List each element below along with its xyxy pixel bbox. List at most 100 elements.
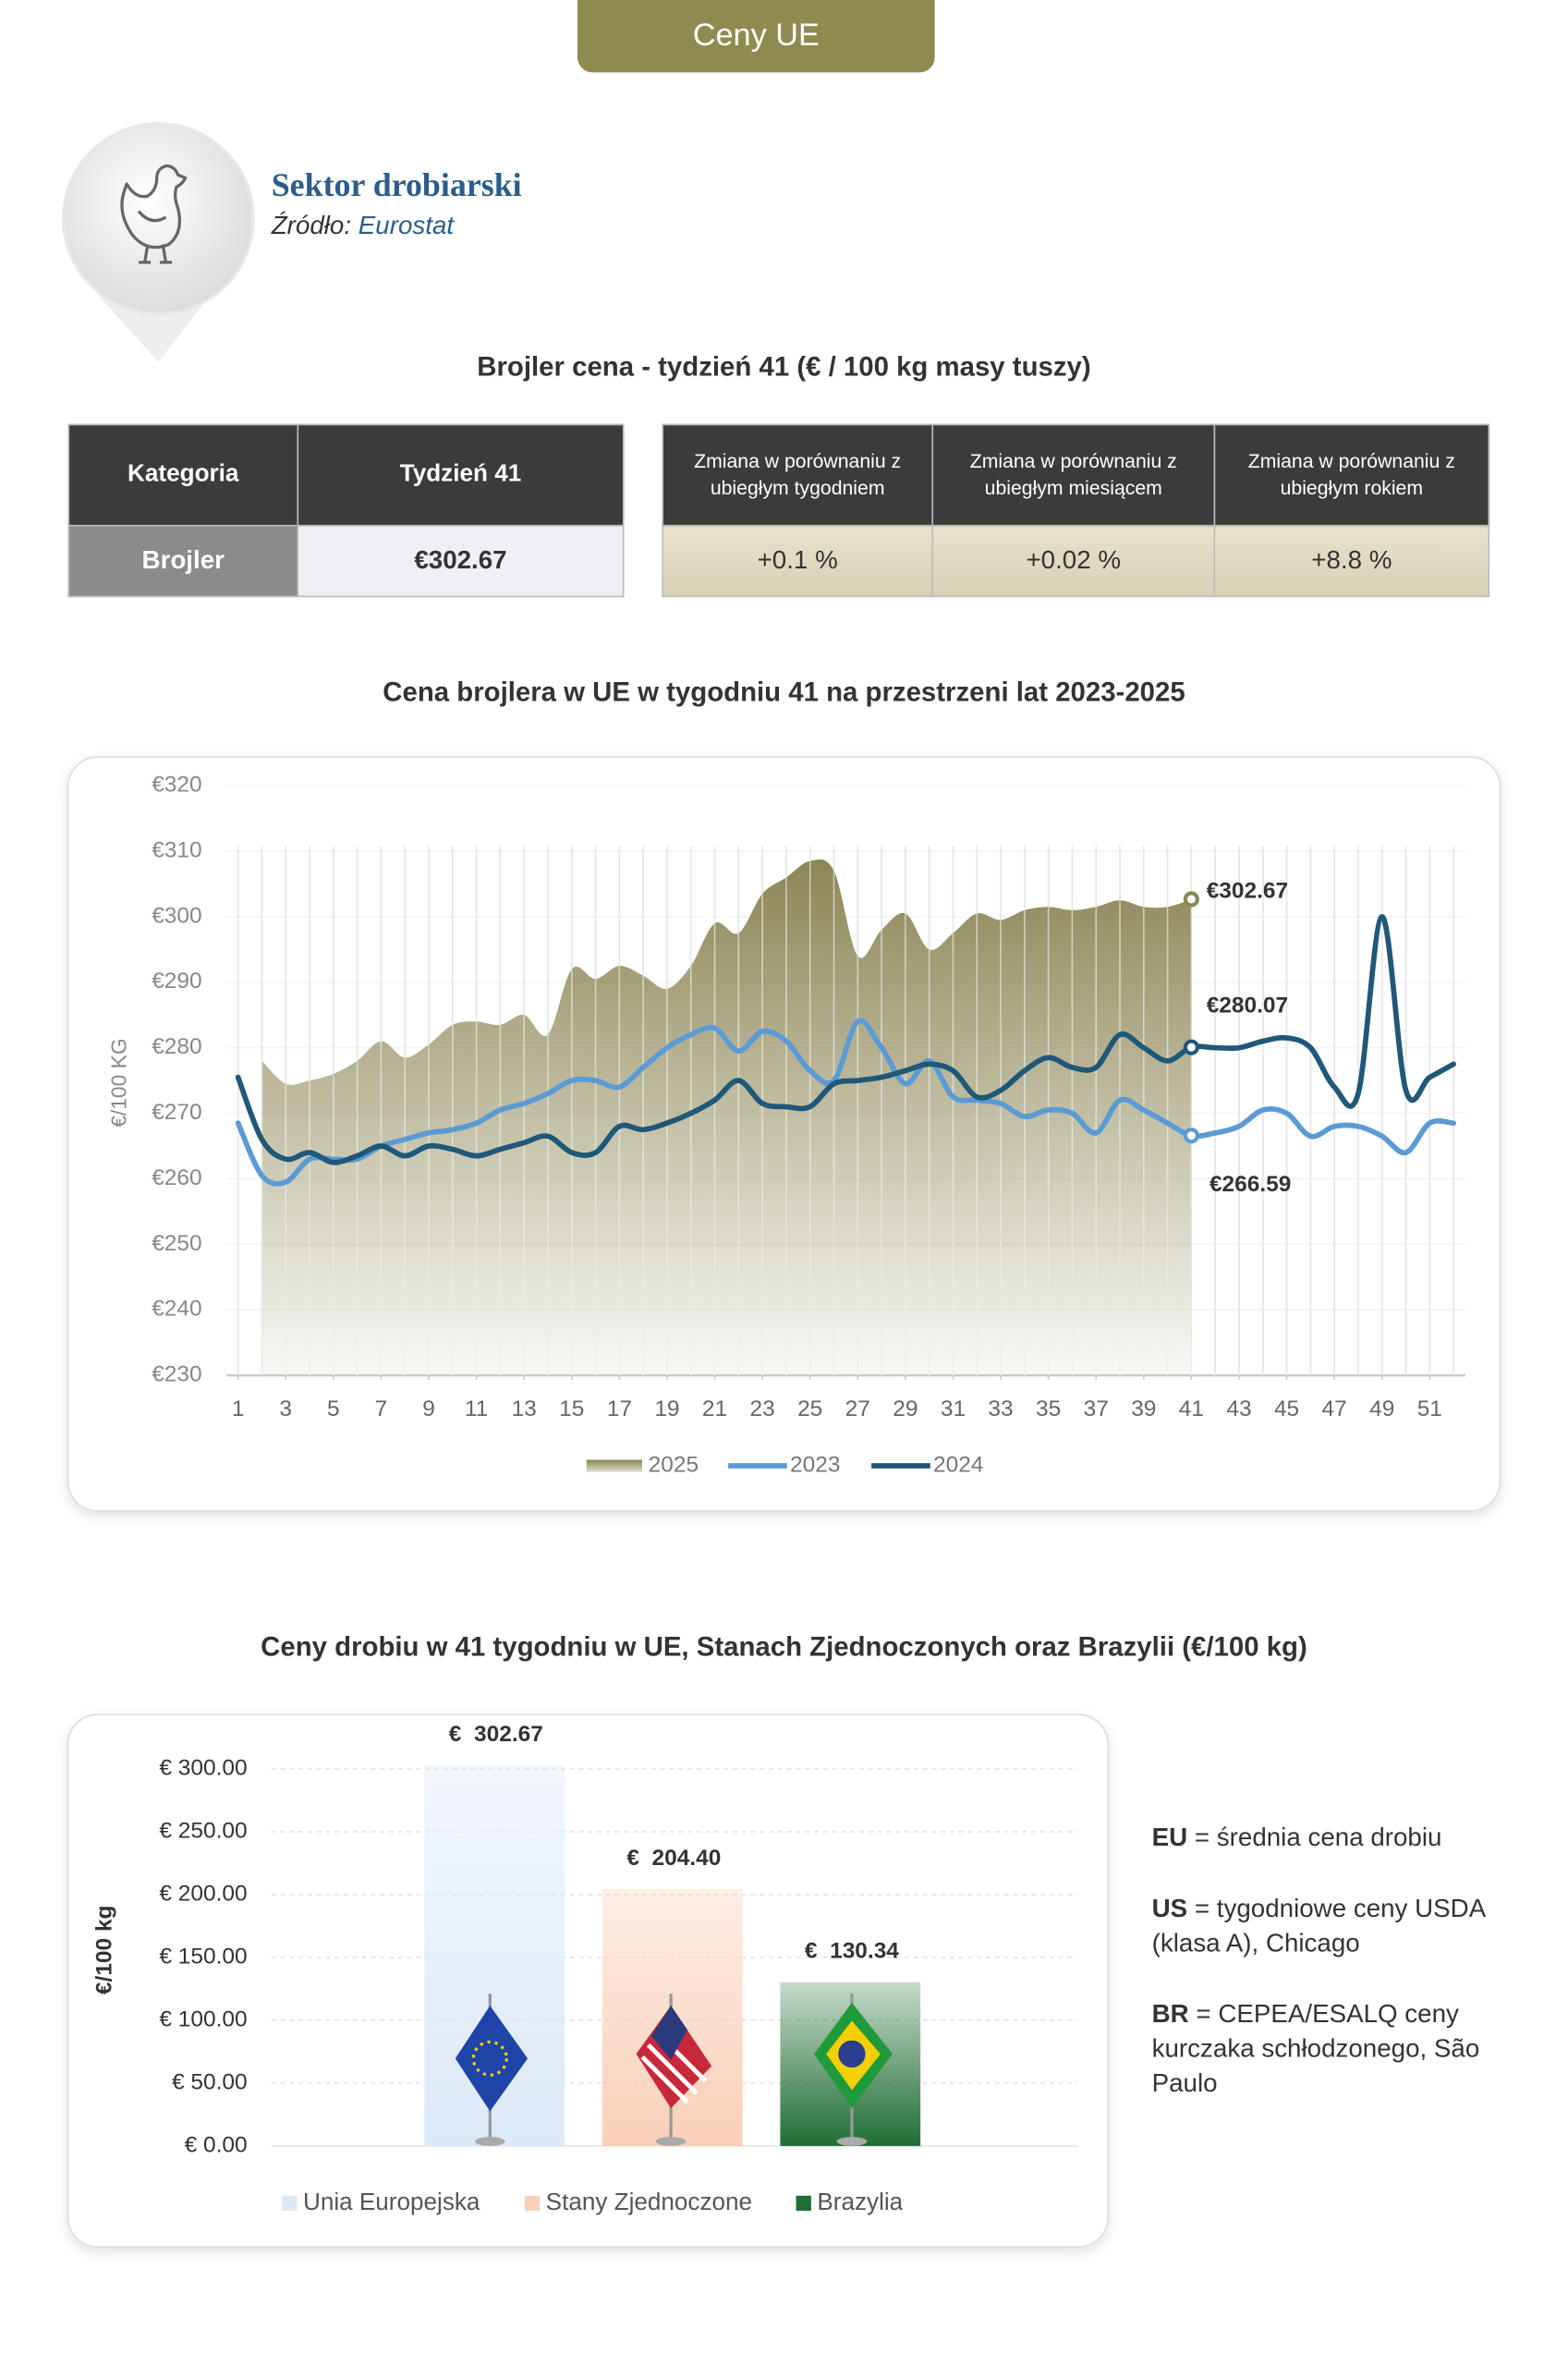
y-tick-label: € 250.00 xyxy=(159,1818,247,1843)
y-tick-label: €320 xyxy=(152,773,201,798)
note-text: = tygodniowe ceny USDA (klasa A), Chicag… xyxy=(1151,1894,1485,1957)
header-cell: Zmiana w porównaniu z ubiegłym rokiem xyxy=(1247,449,1455,500)
chart-box xyxy=(67,1714,1110,2249)
area xyxy=(261,859,1192,1376)
data-label: € 204.40 xyxy=(626,1846,721,1871)
price-cell: €302.67 xyxy=(297,524,625,598)
note: EU = średnia cena drobiu xyxy=(1152,1820,1502,1855)
y-tick-label: €300 xyxy=(152,903,201,928)
notes: EU = średnia cena drobiu US = tygodniowe… xyxy=(1152,1820,1502,2137)
legend-swatch xyxy=(282,2195,298,2212)
note-code: BR xyxy=(1151,1999,1189,2029)
legend-label: Stany Zjednoczone xyxy=(546,2188,752,2215)
note-text: = średnia cena drobiu xyxy=(1194,1823,1442,1852)
change-cell: +0.02 % xyxy=(931,524,1216,598)
header-cell: Zmiana w porównaniu z ubiegłym miesiącem xyxy=(969,449,1177,500)
table-title: Brojler cena - tydzień 41 (€ / 100 kg ma… xyxy=(477,351,1091,382)
x-tick-label: 43 xyxy=(1226,1396,1251,1421)
y-tick-label: € 50.00 xyxy=(172,2069,248,2094)
x-tick-label: 41 xyxy=(1179,1396,1204,1421)
row-label: Brojler xyxy=(67,524,299,598)
data-label: €280.07 xyxy=(1207,994,1288,1018)
data-label: € 130.34 xyxy=(805,1939,899,1964)
y-tick-label: € 200.00 xyxy=(159,1881,247,1906)
x-tick-label: 11 xyxy=(465,1396,488,1421)
point-marker xyxy=(1183,1128,1199,1144)
source: Źródło: Eurostat xyxy=(272,211,454,241)
y-tick-label: €240 xyxy=(152,1297,201,1322)
source-label: Źródło: xyxy=(271,211,352,240)
x-tick-label: 23 xyxy=(749,1396,774,1421)
x-tick-label: 33 xyxy=(988,1396,1013,1421)
change-table: Zmiana w porównaniu z ubiegłym tygodniem… xyxy=(662,423,1490,598)
x-tick-label: 27 xyxy=(845,1396,870,1421)
point-marker xyxy=(1183,1039,1199,1055)
change-cell: +0.1 % xyxy=(662,524,934,598)
line xyxy=(235,914,1456,1165)
y-tick-label: € 0.00 xyxy=(185,2132,248,2157)
x-tick-label: 13 xyxy=(512,1396,537,1421)
y-tick-label: €290 xyxy=(152,969,201,994)
y-tick-label: €250 xyxy=(152,1231,201,1256)
data-label: €266.59 xyxy=(1209,1172,1291,1197)
x-tick-label: 3 xyxy=(279,1396,292,1421)
legend-label: 2025 xyxy=(649,1452,699,1477)
legend-swatch xyxy=(796,2195,811,2212)
x-tick-label: 51 xyxy=(1417,1396,1442,1421)
note: US = tygodniowe ceny USDA (klasa A), Chi… xyxy=(1152,1891,1502,1960)
data-label: €302.67 xyxy=(1207,878,1288,903)
header-cell: Kategoria xyxy=(67,423,299,527)
x-tick-label: 37 xyxy=(1084,1396,1109,1421)
legend-label: 2024 xyxy=(933,1452,983,1477)
chart-title: Ceny drobiu w 41 tygodniu w UE, Stanach … xyxy=(261,1631,1307,1663)
data-label: € 302.67 xyxy=(449,1722,543,1747)
y-tick-label: € 300.00 xyxy=(159,1755,247,1780)
note-text: = CEPEA/ESALQ ceny kurczaka schłodzonego… xyxy=(1151,1999,1480,2098)
line-chart: €230 €240 €250 €260 €270 €280 €290 €300 €310 €320… xyxy=(152,773,1466,1477)
x-tick-label: 29 xyxy=(893,1396,918,1421)
chicken-icon xyxy=(120,164,188,264)
note-code: EU xyxy=(1151,1823,1188,1852)
y-axis-label: €/100 KG xyxy=(107,1038,131,1127)
y-tick-label: €270 xyxy=(152,1100,201,1125)
x-tick-label: 7 xyxy=(375,1396,388,1421)
x-tick-label: 35 xyxy=(1036,1396,1061,1421)
line xyxy=(235,1018,1456,1187)
price-table: Kategoria Tydzień 41 Brojler €302.67 xyxy=(67,423,625,598)
change-cell: +8.8 % xyxy=(1213,524,1490,598)
y-tick-label: €310 xyxy=(152,837,201,862)
x-tick-label: 1 xyxy=(232,1396,245,1421)
y-axis-label: €/100 kg xyxy=(92,1905,117,1994)
source-value: Eurostat xyxy=(358,211,455,240)
x-tick-label: 25 xyxy=(797,1396,822,1421)
x-tick-label: 39 xyxy=(1131,1396,1156,1421)
legend-label: Unia Europejska xyxy=(303,2188,480,2215)
note-code: US xyxy=(1151,1894,1188,1923)
x-tick-label: 19 xyxy=(654,1396,679,1421)
sector-title: Sektor drobiarski xyxy=(271,165,522,204)
legend-swatch xyxy=(524,2195,541,2212)
flags xyxy=(455,1994,893,2146)
legend-label: Brazylia xyxy=(817,2188,903,2215)
x-tick-label: 21 xyxy=(702,1396,727,1421)
x-tick-label: 45 xyxy=(1274,1396,1299,1421)
legend-swatch xyxy=(586,1459,643,1472)
x-tick-label: 9 xyxy=(422,1396,435,1421)
header-cell: Zmiana w porównaniu z ubiegłym tygodniem xyxy=(694,449,902,500)
y-tick-label: € 100.00 xyxy=(159,2006,247,2031)
x-tick-label: 49 xyxy=(1369,1396,1394,1421)
y-tick-label: €230 xyxy=(152,1362,201,1387)
note: BR = CEPEA/ESALQ ceny kurczaka schłodzon… xyxy=(1152,1996,1502,2101)
legend-label: 2023 xyxy=(790,1452,840,1477)
x-tick-label: 15 xyxy=(559,1396,584,1421)
header-cell: Tydzień 41 xyxy=(297,423,625,527)
header-tab: Ceny UE xyxy=(577,0,935,73)
y-tick-label: € 150.00 xyxy=(159,1944,247,1969)
x-tick-label: 17 xyxy=(607,1396,632,1421)
x-tick-label: 47 xyxy=(1322,1396,1347,1421)
x-tick-label: 5 xyxy=(327,1396,340,1421)
point-marker xyxy=(1183,891,1199,908)
chart-title: Cena brojlera w UE w tygodniu 41 na prze… xyxy=(383,677,1185,708)
